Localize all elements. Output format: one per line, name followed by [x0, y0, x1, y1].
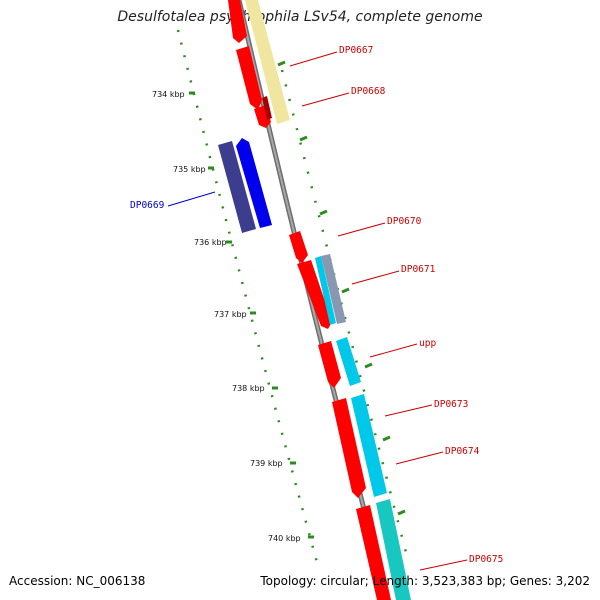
major-ticks-right — [277, 60, 406, 516]
map-title: Desulfotalea psychrophila LSv54, complet… — [117, 9, 483, 25]
cds-block-upp — [318, 341, 341, 388]
cds-block-cyan-DP0671 — [315, 256, 336, 325]
gene-label-DP0675[interactable]: DP0675 — [469, 554, 503, 565]
genome-summary-text: Topology: circular; Length: 3,523,383 bp… — [260, 574, 590, 588]
cds-block-top — [228, 0, 247, 43]
gene-label-DP0673[interactable]: DP0673 — [434, 399, 468, 410]
cds-block-DP0671 — [297, 260, 332, 329]
cds-block-greyblue-DP0671 — [321, 254, 346, 324]
tick-label-737: 737 kbp — [214, 310, 247, 319]
accession-text: Accession: NC_006138 — [9, 574, 146, 588]
cds-block-DP0673 — [332, 398, 366, 498]
cds-block-cyan-upp — [336, 337, 361, 386]
gene-label-DP0667[interactable]: DP0667 — [339, 45, 373, 56]
gene-label-DP0669[interactable]: DP0669 — [130, 200, 165, 211]
gene-label-upp[interactable]: upp — [419, 338, 436, 349]
tick-label-739: 739 kbp — [250, 459, 283, 468]
major-ticks-left — [189, 91, 314, 539]
feature-strip-yellow — [245, 0, 290, 124]
tick-label-734: 734 kbp — [152, 90, 185, 99]
tick-label-736: 736 kbp — [194, 238, 227, 247]
cds-block-DP0675 — [356, 505, 391, 600]
ruler-left-dotted — [176, 29, 320, 567]
tick-label-740: 740 kbp — [268, 534, 301, 543]
cds-block-cyan-DP0674 — [351, 394, 387, 497]
gene-label-DP0670[interactable]: DP0670 — [387, 216, 422, 227]
cds-block-DP0669 — [236, 138, 272, 228]
cds-block-darkblue-DP0669 — [218, 141, 256, 233]
ruler-right-dotted — [280, 69, 410, 561]
gene-label-DP0674[interactable]: DP0674 — [445, 446, 480, 457]
tick-label-735: 735 kbp — [173, 165, 206, 174]
gene-label-DP0668[interactable]: DP0668 — [351, 86, 386, 97]
cds-block-DP0670 — [289, 231, 308, 263]
gene-label-DP0671[interactable]: DP0671 — [401, 264, 436, 275]
cds-shadow-DP0668 — [262, 96, 272, 120]
label-leaders — [167, 51, 468, 571]
cds-block-teal-DP0675 — [376, 499, 411, 600]
cds-block-DP0667 — [236, 46, 262, 110]
tick-label-738: 738 kbp — [232, 384, 265, 393]
